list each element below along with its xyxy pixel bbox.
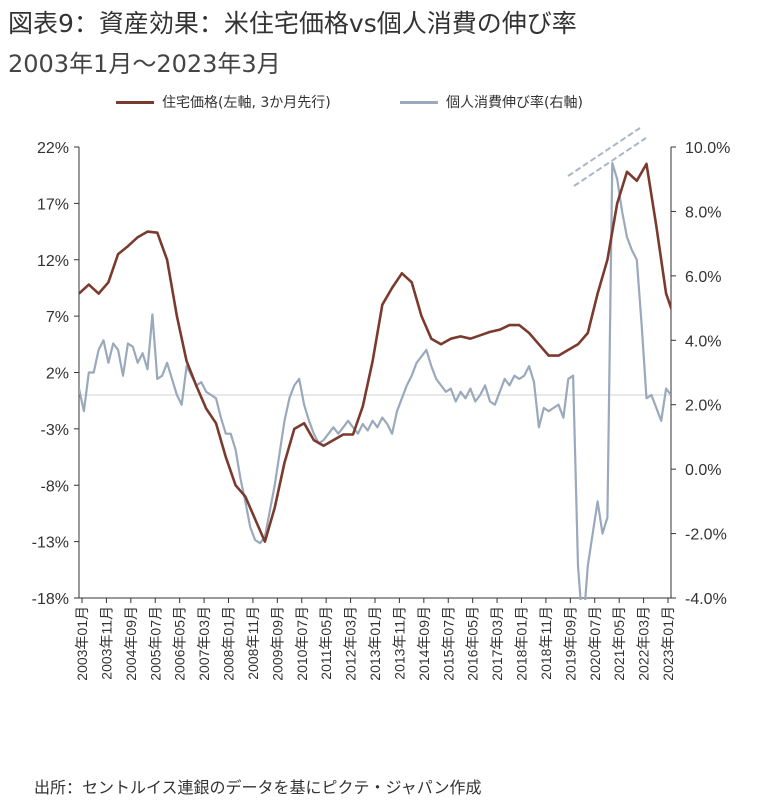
legend-label-housing: 住宅価格(左軸, 3か月先行) [162,95,331,111]
y-left-tick-label: -18% [32,591,69,608]
x-tick-label: 2009年09月 [269,606,285,681]
x-tick-label: 2007年03月 [196,606,212,681]
y-right-tick-label: -4.0% [685,591,727,608]
y-right-tick-label: 4.0% [685,333,721,350]
x-tick-label: 2017年03月 [489,606,505,681]
y-left-tick-label: 22% [37,140,69,157]
x-tick-label: 2003年11月 [98,606,114,680]
x-tick-label: 2005年07月 [147,606,163,681]
chart-subtitle: 2003年1月～2023年3月 [8,50,281,78]
chart-title: 図表9：資産効果：米住宅価格vs個人消費の伸び率 [8,9,577,38]
x-tick-label: 2012年03月 [343,606,359,681]
x-tick-label: 2011年05月 [318,606,334,680]
y-left-tick-label: 2% [46,366,69,383]
axis-break-mark [567,127,641,177]
y-left-tick-label: -3% [41,422,69,439]
y-right-tick-label: 2.0% [685,398,721,415]
x-tick-label: 2015年07月 [440,606,456,681]
y-left-tick-label: -13% [32,535,69,552]
legend: 住宅価格(左軸, 3か月先行) 個人消費伸び率(右軸) [0,92,760,114]
legend-label-consumption: 個人消費伸び率(右軸) [446,95,583,111]
y-left-tick-label: 7% [46,309,69,326]
legend-item-housing: 住宅価格(左軸, 3か月先行) [116,92,331,112]
x-tick-label: 2010年07月 [294,606,310,681]
x-tick-label: 2019年09月 [562,606,578,681]
x-tick-label: 2013年01月 [367,606,383,681]
x-tick-label: 2020年07月 [587,606,603,681]
x-tick-label: 2014年09月 [416,606,432,681]
legend-swatch-housing [116,100,154,104]
y-right-tick-label: 8.0% [685,204,721,221]
x-tick-label: 2008年11月 [245,606,261,680]
x-tick-label: 2022年03月 [636,606,652,681]
legend-swatch-consumption [400,100,438,104]
x-tick-label: 2021年05月 [611,606,627,681]
legend-item-consumption: 個人消費伸び率(右軸) [400,92,583,112]
source-note: 出所：セントルイス連銀のデータを基にピクテ・ジャパン作成 [34,778,482,797]
axis-break-mark [573,137,647,187]
x-tick-label: 2008年01月 [221,606,237,681]
x-tick-label: 2023年01月 [660,606,676,681]
y-right-tick-label: -2.0% [685,527,727,544]
x-tick-label: 2016年05月 [465,606,481,681]
x-tick-label: 2018年11月 [538,606,554,680]
series-line-housing [79,162,671,543]
x-tick-label: 2003年01月 [74,606,90,681]
y-left-tick-label: 17% [37,196,69,213]
x-tick-label: 2004年09月 [123,606,139,681]
y-left-tick-label: 12% [37,253,69,270]
x-tick-label: 2006年05月 [172,606,188,681]
y-right-tick-label: 10.0% [685,140,730,157]
x-tick-label: 2013年11月 [391,606,407,680]
y-right-tick-label: 0.0% [685,462,721,479]
y-right-tick-label: 6.0% [685,269,721,286]
x-tick-label: 2018年01月 [514,606,530,681]
y-left-tick-label: -8% [41,478,69,495]
series-line-consumption [79,162,671,600]
